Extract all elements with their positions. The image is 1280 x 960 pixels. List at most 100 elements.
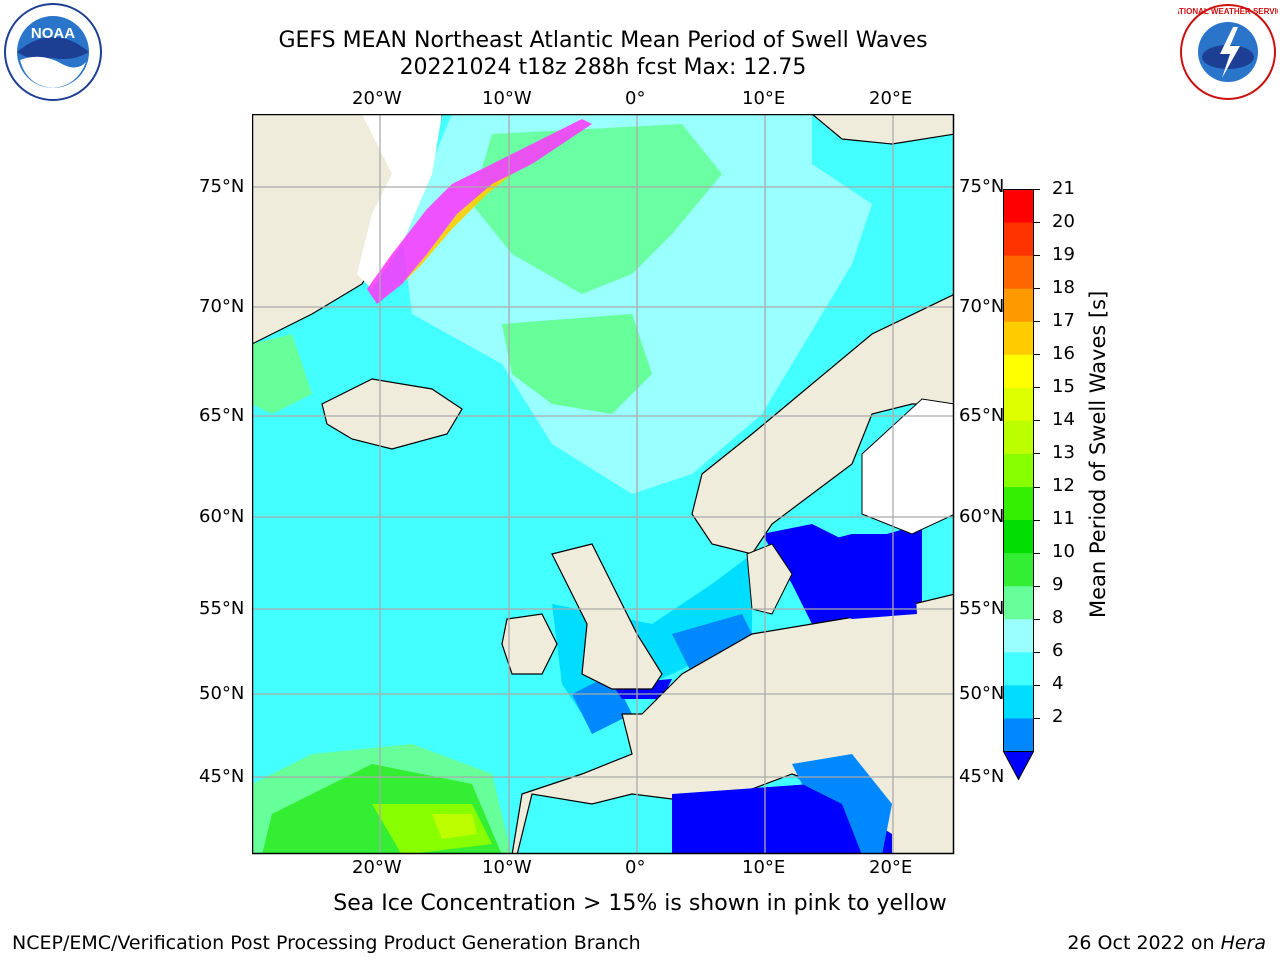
colorbar-cell (1003, 487, 1034, 521)
colorbar-tick-mark (1034, 684, 1040, 686)
colorbar-tick-mark (1034, 519, 1040, 521)
swell-zone-9-10-north (472, 124, 722, 294)
colorbar-cell (1003, 288, 1034, 323)
lon-label-bottom-10w: 10°W (482, 857, 532, 878)
colorbar-cell (1003, 354, 1034, 389)
colorbar-tick-mark (1034, 618, 1040, 620)
map-gridlines (252, 114, 953, 853)
baltic-sea (812, 534, 917, 619)
colorbar-tick-label: 14 (1052, 408, 1075, 430)
lat-label-left-45n: 45°N (199, 766, 245, 787)
colorbar-tick-label: 19 (1052, 243, 1075, 265)
lat-label-right-60n: 60°N (959, 506, 1005, 527)
greenland-ice-sheet (357, 114, 442, 289)
lon-label-top-20e: 20°E (869, 88, 913, 109)
footer-date: 26 Oct 2022 on Hera (1067, 932, 1266, 954)
colorbar-tick-mark (1034, 453, 1040, 455)
svalbard (811, 114, 953, 145)
lat-label-left-70n: 70°N (199, 296, 245, 317)
colorbar-tick-mark (1034, 288, 1040, 290)
colorbar-tick-label: 15 (1052, 375, 1075, 397)
colorbar-tick-mark (1034, 651, 1040, 653)
lat-label-left-75n: 75°N (199, 176, 245, 197)
colorbar-cell (1003, 718, 1034, 752)
lat-label-left-60n: 60°N (199, 506, 245, 527)
colorbar-tick-mark (1034, 354, 1040, 356)
lon-label-bottom-10e: 10°E (742, 857, 786, 878)
adriatic-sea (792, 754, 892, 853)
colorbar-cell (1003, 189, 1034, 224)
colorbar-tick-mark (1034, 420, 1040, 422)
colorbar-tick-mark (1034, 486, 1040, 488)
map-frame (252, 114, 955, 855)
footer-machine: Hera (1220, 932, 1266, 954)
colorbar-cell (1003, 619, 1034, 653)
lon-label-top-20w: 20°W (352, 88, 402, 109)
denmark (746, 543, 793, 615)
ireland (501, 613, 558, 675)
colorbar-tick-label: 20 (1052, 210, 1075, 232)
colorbar-cell (1003, 387, 1034, 422)
colorbar-label: Mean Period of Swell Waves [s] (1086, 290, 1110, 618)
colorbar-tick-label: 2 (1052, 706, 1064, 728)
iceland (321, 378, 463, 450)
gulf-of-bothnia (861, 398, 953, 535)
colorbar-cell (1003, 255, 1034, 290)
lat-label-right-45n: 45°N (959, 766, 1005, 787)
plot-title-line1: GEFS MEAN Northeast Atlantic Mean Period… (278, 28, 928, 53)
noaa-logo-text: NOAA (31, 25, 75, 42)
colorbar-cell (1003, 652, 1034, 686)
lat-label-right-75n: 75°N (959, 176, 1005, 197)
lat-label-right-70n: 70°N (959, 296, 1005, 317)
lon-label-bottom-20e: 20°E (869, 857, 913, 878)
colorbar-cell (1003, 321, 1034, 356)
swell-zone-9-10-mid (502, 314, 652, 414)
noaa-logo: NOAA (4, 3, 102, 101)
colorbar-cell (1003, 520, 1034, 554)
colorbar-cell (1003, 553, 1034, 587)
colorbar-tick-mark (1034, 387, 1040, 389)
swell-zone-13-14 (432, 814, 477, 839)
footer-date-text: 26 Oct 2022 on (1067, 932, 1215, 954)
colorbar-tick-mark (1034, 222, 1040, 224)
colorbar-tick-mark (1034, 255, 1040, 257)
footer-credit: NCEP/EMC/Verification Post Processing Pr… (12, 932, 641, 954)
colorbar-tick-label: 13 (1052, 441, 1075, 463)
lat-label-right-55n: 55°N (959, 598, 1005, 619)
lon-label-bottom-0: 0° (625, 857, 646, 878)
lat-label-right-65n: 65°N (959, 405, 1005, 426)
lat-label-left-50n: 50°N (199, 683, 245, 704)
lon-label-top-10w: 10°W (482, 88, 532, 109)
colorbar-tick-mark (1034, 585, 1040, 587)
colorbar-cell (1003, 453, 1034, 488)
lon-label-top-0: 0° (625, 88, 646, 109)
colorbar-cell (1003, 685, 1034, 719)
colorbar-tick-label: 16 (1052, 342, 1075, 364)
sea-ice-edge (367, 119, 592, 304)
lon-label-top-10e: 10°E (742, 88, 786, 109)
lon-label-bottom-20w: 20°W (352, 857, 402, 878)
colorbar-tick-mark (1034, 552, 1040, 554)
lat-label-left-55n: 55°N (199, 598, 245, 619)
swell-zone-9-10-west (252, 334, 312, 414)
great-britain (551, 543, 663, 690)
map-border (252, 114, 955, 855)
colorbar-tick-mark (1034, 717, 1040, 719)
lat-label-right-50n: 50°N (959, 683, 1005, 704)
colorbar-tick-label: 21 (1052, 177, 1075, 199)
colorbar-tick-mark (1034, 321, 1040, 323)
colorbar-extend-triangle (1002, 751, 1035, 781)
colorbar-cell (1003, 420, 1034, 455)
colorbar-tick-label: 10 (1052, 541, 1075, 563)
nws-logo: NATIONAL WEATHER SERVICE (1178, 4, 1278, 100)
colorbar-tick-label: 17 (1052, 309, 1075, 331)
colorbar-tick-label: 11 (1052, 508, 1075, 530)
swell-zone-2-4-north-sea (672, 614, 752, 674)
plot-title-line2: 20221024 t18z 288h fcst Max: 12.75 (399, 55, 807, 80)
colorbar-cell (1003, 586, 1034, 620)
colorbar-tick-label: 9 (1052, 574, 1064, 596)
colorbar-tick-label: 6 (1052, 640, 1064, 662)
colorbar-cell (1003, 222, 1034, 257)
colorbar-tick-label: 8 (1052, 607, 1064, 629)
lat-label-left-65n: 65°N (199, 405, 245, 426)
